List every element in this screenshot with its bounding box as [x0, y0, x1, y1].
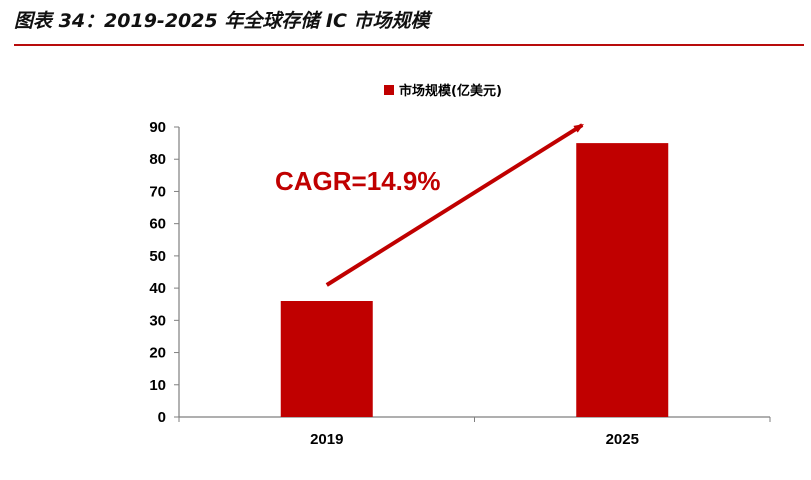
legend-label: 市场规模(亿美元): [399, 83, 502, 99]
chart-annotation: CAGR=14.9%: [275, 123, 584, 287]
chart-legend: 市场规模(亿美元): [384, 83, 502, 99]
y-tick-label: 80: [149, 151, 166, 168]
y-tick-label: 30: [149, 312, 166, 329]
y-tick-label: 90: [149, 119, 166, 136]
title-divider: [14, 44, 804, 46]
y-tick-label: 60: [149, 216, 166, 233]
chart-axes: [178, 127, 770, 418]
y-tick-label: 0: [158, 409, 166, 426]
legend-swatch: [384, 85, 394, 95]
y-tick-label: 40: [149, 280, 166, 297]
figure-title: 图表 34：2019-2025 年全球存储 IC 市场规模: [14, 10, 430, 32]
x-tick-label: 2025: [606, 431, 639, 448]
x-tick-label: 2019: [310, 431, 343, 448]
bar: [280, 301, 373, 417]
chart-ticks: 0 10 20 30 40 50 60 70 80 90 2019 2025: [149, 119, 771, 448]
y-tick-label: 20: [149, 345, 166, 362]
bar: [576, 143, 669, 417]
y-tick-label: 50: [149, 248, 166, 265]
cagr-label: CAGR=14.9%: [275, 166, 440, 196]
chart-bars: [280, 143, 669, 417]
cagr-arrow: [325, 123, 584, 287]
y-tick-label: 10: [149, 377, 166, 394]
y-tick-label: 70: [149, 183, 166, 200]
